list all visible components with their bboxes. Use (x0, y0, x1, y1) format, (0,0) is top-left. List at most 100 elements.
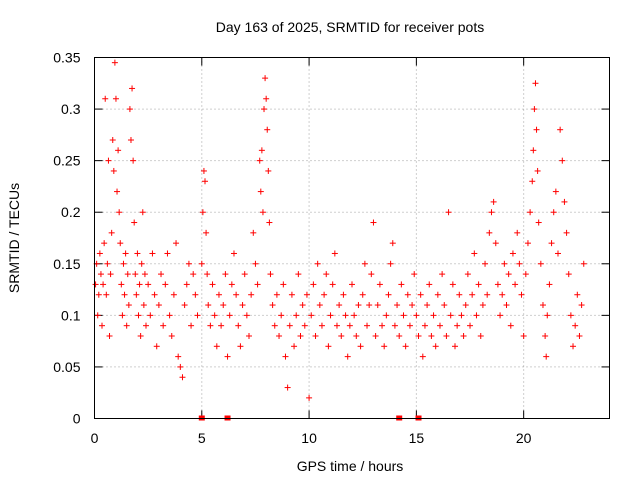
data-point (261, 106, 268, 113)
data-point (346, 322, 353, 329)
data-point (271, 322, 278, 329)
data-point (143, 322, 149, 329)
data-point (555, 250, 561, 257)
data-point (126, 106, 133, 113)
data-point (368, 271, 375, 278)
data-point (166, 312, 173, 319)
data-point (415, 332, 422, 339)
data-point (542, 332, 549, 339)
data-point (424, 302, 431, 309)
data-point (359, 291, 366, 298)
data-point (127, 137, 134, 144)
data-point (535, 219, 542, 226)
data-point (107, 271, 114, 278)
data-point (443, 332, 450, 339)
data-point (293, 312, 300, 319)
data-point (173, 240, 180, 247)
data-point (534, 167, 541, 174)
x-tick-label: 15 (409, 430, 425, 446)
data-point (250, 229, 257, 236)
y-tick-label: 0.05 (53, 359, 80, 375)
data-point (248, 291, 255, 298)
data-point (374, 302, 381, 309)
data-point (202, 178, 209, 185)
data-point (177, 363, 184, 370)
data-point (391, 322, 398, 329)
data-point (100, 281, 107, 288)
data-point (139, 209, 146, 216)
data-point (310, 281, 317, 288)
data-point (190, 271, 197, 278)
data-point (318, 322, 325, 329)
data-point (402, 343, 409, 350)
data-point (199, 209, 206, 216)
data-point (303, 291, 310, 298)
data-point (151, 291, 158, 298)
data-point (106, 332, 113, 339)
data-point (256, 157, 263, 164)
data-point (273, 291, 280, 298)
data-point (262, 75, 269, 82)
data-point (439, 271, 446, 278)
data-point (559, 157, 566, 164)
data-point (331, 250, 338, 257)
data-point (419, 353, 426, 360)
data-point (484, 291, 491, 298)
data-point (123, 322, 130, 329)
data-point (134, 250, 141, 257)
data-point (492, 240, 499, 247)
data-point (387, 260, 394, 267)
data-point (488, 209, 495, 216)
data-point (520, 332, 527, 339)
data-point (295, 271, 302, 278)
data-point (376, 281, 383, 288)
data-point (160, 322, 167, 329)
data-point (406, 322, 413, 329)
data-point (381, 343, 388, 350)
data-point (230, 250, 237, 257)
data-point (108, 229, 115, 236)
data-point (572, 322, 579, 329)
data-point (432, 343, 439, 350)
data-point (364, 322, 371, 329)
data-point (119, 312, 126, 319)
x-tick-label: 10 (301, 430, 317, 446)
data-point (101, 240, 108, 247)
data-point (400, 312, 407, 319)
data-point (475, 281, 482, 288)
data-point (145, 281, 152, 288)
data-point (543, 353, 550, 360)
data-point (565, 271, 572, 278)
data-point (434, 291, 441, 298)
data-point (259, 209, 266, 216)
data-point (530, 147, 537, 154)
data-point (460, 332, 467, 339)
data-point (527, 209, 534, 216)
data-point (529, 178, 536, 185)
data-point (308, 312, 315, 319)
data-point (349, 281, 355, 288)
data-point (357, 343, 364, 350)
data-point (104, 260, 111, 267)
data-point (464, 271, 471, 278)
data-point (213, 343, 220, 350)
data-point (266, 219, 273, 226)
data-point (398, 281, 405, 288)
x-tick-label: 5 (198, 430, 206, 446)
data-point (340, 291, 347, 298)
data-point (103, 291, 110, 298)
data-point (170, 291, 177, 298)
data-point (379, 322, 386, 329)
data-point (370, 219, 377, 226)
data-point (417, 291, 424, 298)
data-point (449, 281, 456, 288)
data-point (115, 147, 122, 154)
data-point (396, 332, 403, 339)
data-point (228, 281, 235, 288)
data-point (550, 209, 557, 216)
data-point (263, 95, 270, 102)
data-point (112, 95, 119, 102)
data-point (383, 312, 390, 319)
data-point (404, 291, 411, 298)
